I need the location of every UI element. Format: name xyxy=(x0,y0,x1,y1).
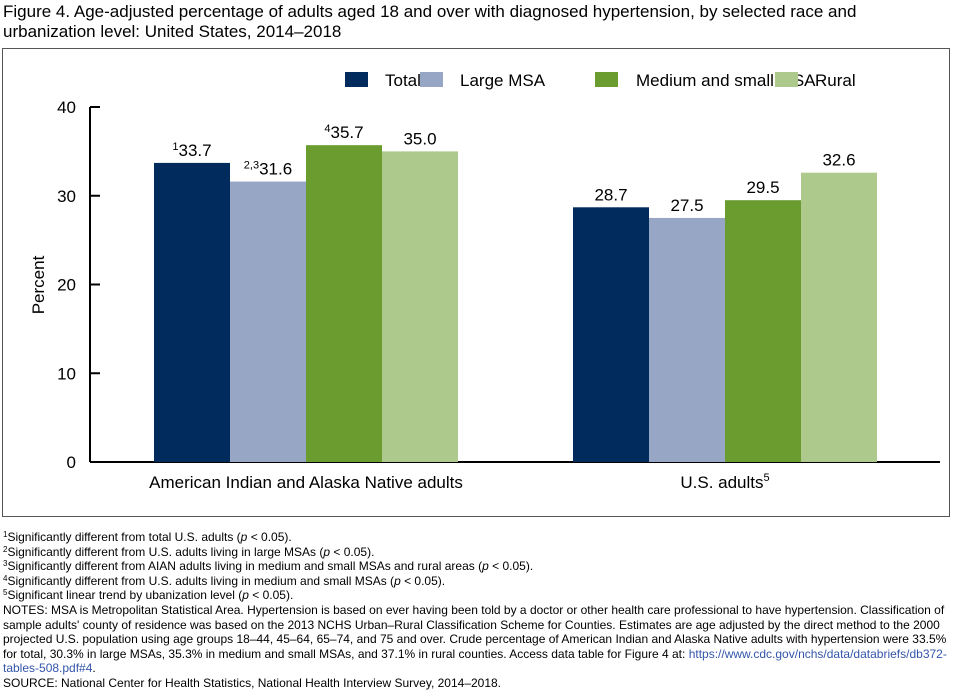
value-label-1-0: 28.7 xyxy=(594,185,627,204)
y-tick-label-40: 40 xyxy=(57,98,76,117)
footnote-marker: 3 xyxy=(3,559,8,569)
chart-frame xyxy=(2,48,950,517)
legend-swatch-3 xyxy=(775,72,798,87)
footnote-1: 1Significantly different from total U.S.… xyxy=(3,530,292,544)
legend-label-0: Total xyxy=(385,71,421,90)
value-label-1-2: 29.5 xyxy=(746,178,779,197)
legend-label-1: Large MSA xyxy=(460,71,546,90)
category-label-text: U.S. adults xyxy=(680,473,763,492)
category-label-0: American Indian and Alaska Native adults xyxy=(149,473,463,492)
legend-swatch-2 xyxy=(595,72,618,87)
value-label-number: 33.7 xyxy=(179,141,212,160)
footnote-5: 5Significant linear trend by ubanization… xyxy=(3,588,294,603)
footnote-marker: 2 xyxy=(3,544,8,554)
bar-0-2 xyxy=(306,145,382,462)
footnote-marker: 5 xyxy=(3,588,8,598)
value-label-number: 35.7 xyxy=(331,123,364,142)
notes-text: NOTES: MSA is Metropolitan Statistical A… xyxy=(3,602,947,661)
footnote-2: 2Significantly different from U.S. adult… xyxy=(3,544,375,559)
bar-0-0 xyxy=(154,162,230,462)
bar-1-1 xyxy=(649,217,725,462)
bar-0-1 xyxy=(230,181,306,463)
footnote-list: 1Significantly different from total U.S.… xyxy=(3,530,958,603)
y-tick-label-0: 0 xyxy=(67,453,76,472)
bar-0-3 xyxy=(382,151,458,462)
value-label-superscript: 2,3 xyxy=(244,160,259,172)
legend-swatch-0 xyxy=(345,72,368,87)
legend-label-2: Medium and small MSA xyxy=(636,71,816,90)
data-table-link[interactable]: https://www.cdc.gov/nchs/data/databriefs… xyxy=(3,646,947,676)
footnotes: 1Significantly different from total U.S.… xyxy=(3,530,958,691)
value-label-1-1: 27.5 xyxy=(670,196,703,215)
footnote-marker: 4 xyxy=(3,573,8,583)
bar-1-2 xyxy=(725,200,801,462)
bar-1-3 xyxy=(801,172,877,463)
figure-title: Figure 4. Age-adjusted percentage of adu… xyxy=(3,2,857,41)
value-label-number: 31.6 xyxy=(259,160,292,179)
category-label-1: U.S. adults5 xyxy=(680,472,769,492)
value-label-superscript: 1 xyxy=(172,141,178,153)
value-label-0-2: 435.7 xyxy=(324,123,363,142)
y-axis-label: Percent xyxy=(29,255,48,314)
footnote-3: 3Significantly different from AIAN adult… xyxy=(3,559,534,574)
footnote-4: 4Significantly different from U.S. adult… xyxy=(3,573,446,588)
bar-1-0 xyxy=(573,207,649,462)
notes: NOTES: MSA is Metropolitan Statistical A… xyxy=(3,603,958,676)
y-tick-label-10: 10 xyxy=(57,364,76,383)
y-tick-label-30: 30 xyxy=(57,187,76,206)
category-label-text: American Indian and Alaska Native adults xyxy=(149,473,463,492)
value-label-superscript: 4 xyxy=(324,123,330,135)
legend-swatch-1 xyxy=(420,72,443,87)
legend-label-3: Rural xyxy=(815,71,856,90)
source-text: SOURCE: National Center for Health Stati… xyxy=(3,675,502,690)
y-tick-label-20: 20 xyxy=(57,276,76,295)
value-label-0-0: 133.7 xyxy=(172,141,211,160)
value-label-0-3: 35.0 xyxy=(403,129,436,148)
notes-end: . xyxy=(92,661,96,676)
bar-chart: Total Large MSA Medium and small MSA Rural 0… xyxy=(29,71,940,492)
value-label-0-1: 2,331.6 xyxy=(244,160,292,179)
value-label-1-3: 32.6 xyxy=(822,151,855,170)
footnote-marker: 1 xyxy=(3,530,8,539)
category-label-superscript: 5 xyxy=(764,472,770,484)
